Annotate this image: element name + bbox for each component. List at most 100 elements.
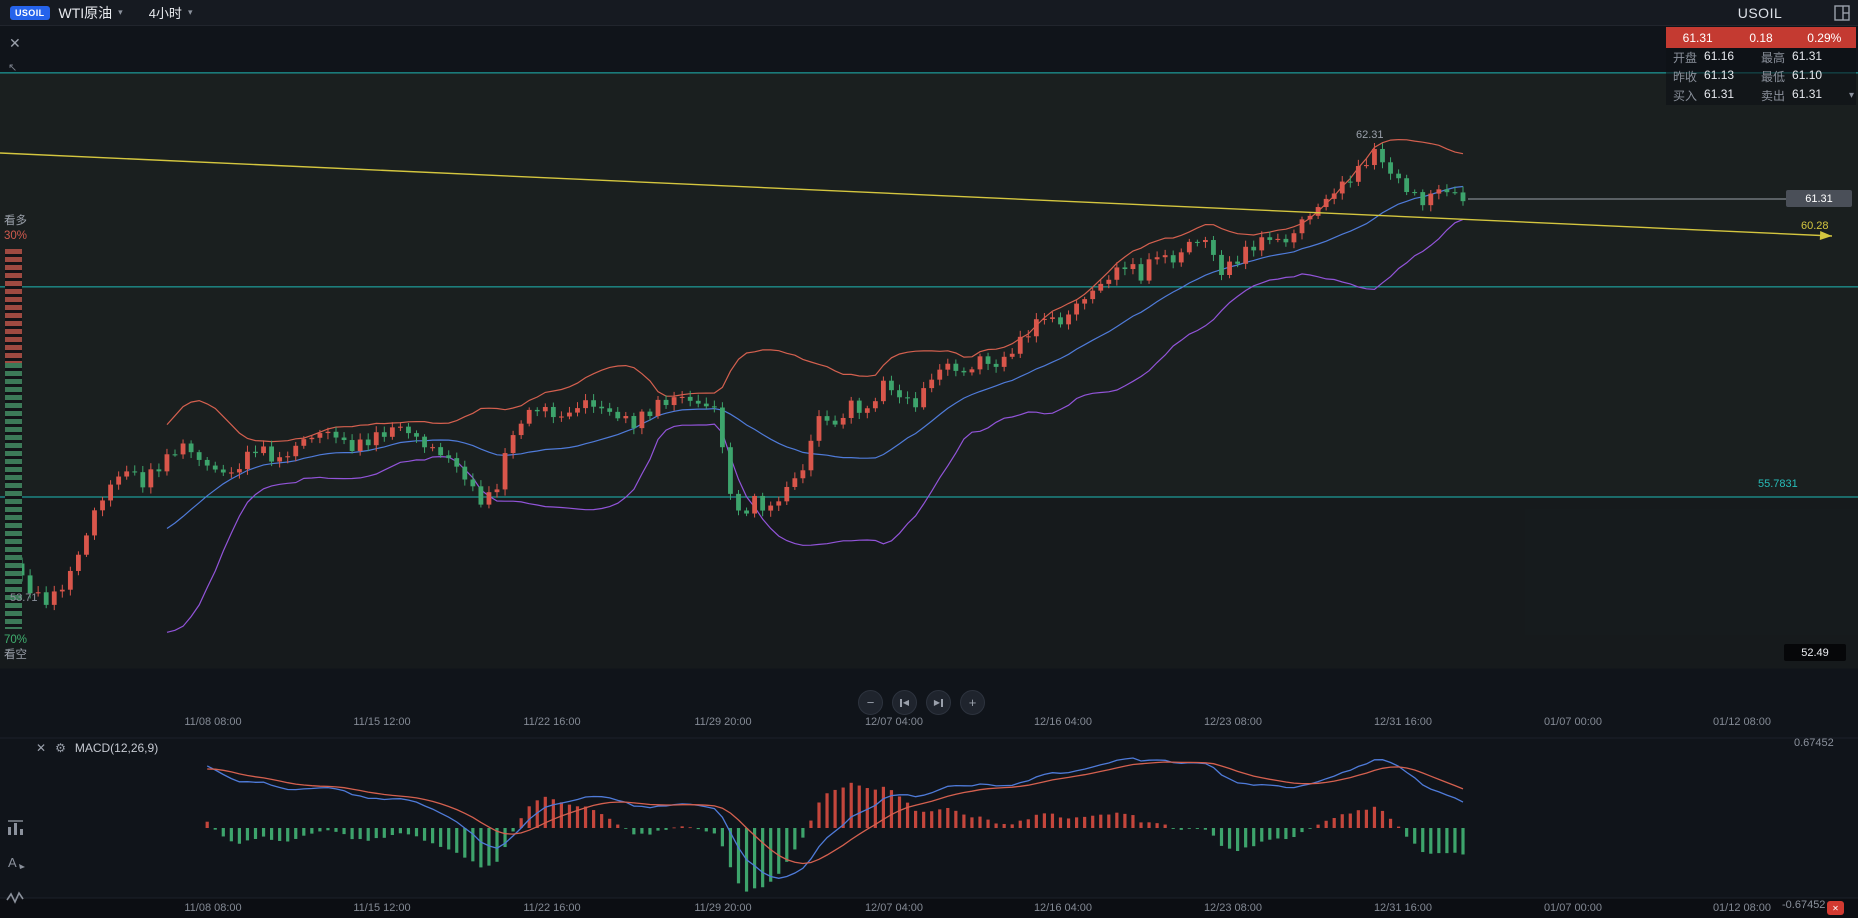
timeframe-selector[interactable]: 4小时 ▾ [149,3,193,22]
support-level-label: 55.7831 [1758,478,1798,490]
left-low-price-label: 53.71 [10,592,38,604]
symbol-selector[interactable]: WTI原油 ▾ [59,3,123,23]
annotation-tool-icon[interactable]: A [6,853,26,873]
macd-title: MACD(12,26,9) [74,741,159,755]
range-low-tag: 52.49 [1784,644,1846,661]
go-to-end-button[interactable]: ▶ [926,690,951,715]
low-value: 61.10 [1792,68,1823,82]
swing-high-label: 62.31 [1356,129,1384,141]
minus-icon: − [866,695,875,710]
prev-close-label: 昨收 [1673,70,1698,84]
prev-icon: ◀ [902,697,910,707]
ask-value: 61.31 [1792,87,1823,101]
chevron-down-icon: ▾ [187,7,193,17]
candlestick-series [11,142,1466,611]
time-label: 11/22 16:00 [523,902,581,914]
time-label: 01/12 08:00 [1712,902,1772,914]
zoom-in-button[interactable]: + [960,690,985,715]
trendline-value-label: 60.28 [1801,220,1829,232]
zone-band [0,497,1858,669]
go-to-start-button[interactable]: ◀ [892,690,917,715]
zone-band [0,72,1858,497]
time-label: 11/15 12:00 [353,716,411,728]
quote-row: 开盘 61.16 最高 61.31 [1666,48,1856,67]
time-label: 12/16 04:00 [1033,902,1093,914]
high-label: 最高 [1761,51,1786,65]
macd-scale-max: 0.67452 [1794,737,1834,749]
sentiment-gauge: 看多 30% 70% 看空 [4,214,38,663]
layout-grid-icon[interactable] [1834,5,1850,21]
macd-dif-line [206,757,1464,879]
chevron-down-icon: ▾ [118,7,123,17]
bull-label: 看多 [4,215,27,227]
macd-time-axis: 11/08 08:00 11/15 12:00 11/22 16:00 11/29 2… [0,902,1858,918]
quote-panel: 61.31 0.18 0.29% 开盘 61.16 最高 61.31 昨收 61.13… [1666,27,1856,105]
time-label: 12/07 04:00 [864,716,924,728]
bar-glyph [899,698,902,707]
time-label: 11/08 08:00 [184,902,242,914]
timeframe-label: 4小时 [148,6,182,21]
time-label: 11/08 08:00 [184,716,242,728]
remove-macd-button[interactable]: ✕ [36,741,47,755]
time-label: 11/29 20:00 [694,902,752,914]
chart-nav-controls: − ◀ ▶ + [858,690,985,715]
cursor-anchor-icon: ↖ [8,62,18,74]
bear-percent: 70% [4,634,28,646]
time-label: 12/23 08:00 [1203,716,1263,728]
quote-price-band: 61.31 0.18 0.29% [1666,27,1856,48]
time-label: 12/16 04:00 [1033,716,1093,728]
macd-histogram [205,782,1465,892]
time-label: 12/23 08:00 [1203,902,1263,914]
high-value: 61.31 [1792,49,1823,63]
bid-label: 买入 [1673,89,1698,103]
left-toolbar: A [6,818,26,908]
macd-settings-gear-icon[interactable]: ⚙ [55,741,66,755]
zoom-out-button[interactable]: − [858,690,883,715]
boll-lower-line [166,218,1464,633]
bull-percent: 30% [4,230,28,242]
plus-icon: + [968,695,977,710]
time-label: 01/12 08:00 [1712,716,1772,728]
main-time-axis: 11/08 08:00 11/15 12:00 11/22 16:00 11/29 2… [0,716,1858,732]
time-label: 11/15 12:00 [353,902,411,914]
time-label: 12/31 16:00 [1373,902,1433,914]
macd-header: ✕ ⚙ MACD(12,26,9) [36,741,158,755]
top-bar: USOIL WTI原油 ▾ 4小时 ▾ USOIL [0,0,1858,26]
time-label: 12/31 16:00 [1373,716,1433,728]
bar-glyph [941,698,944,707]
time-label: 01/07 00:00 [1543,716,1603,728]
prev-close-value: 61.13 [1704,68,1735,82]
ask-label: 卖出 [1761,89,1786,103]
open-label: 开盘 [1673,51,1698,65]
quote-row: 买入 61.31 卖出 61.31 ▾ [1666,86,1856,105]
bear-bar-segment [5,363,22,629]
macd-scale-min: -0.67452 [1782,899,1826,911]
symbol-badge: USOIL [10,5,50,20]
quote-panel-title: USOIL [1737,5,1783,21]
bid-value: 61.31 [1704,87,1735,101]
remove-drawing-button[interactable]: ✕ [9,35,21,51]
next-icon: ▶ [933,697,941,707]
time-label: 11/22 16:00 [523,716,581,728]
collapse-quote-button[interactable]: ▾ [1848,90,1854,101]
last-price: 61.31 [1682,30,1713,45]
svg-text:A: A [8,855,17,870]
symbol-name: WTI原油 [58,4,113,21]
time-label: 01/07 00:00 [1543,902,1603,914]
price-change-pct: 0.29% [1807,30,1842,45]
open-value: 61.16 [1704,49,1735,63]
trendline-arrowhead [1819,230,1832,240]
bull-bar-segment [5,249,22,363]
time-label: 11/29 20:00 [694,716,752,728]
trendline [0,152,1833,237]
notification-badge[interactable]: ✕ [1827,901,1844,915]
price-change: 0.18 [1749,30,1773,45]
quote-row: 昨收 61.13 最低 61.10 [1666,67,1856,86]
bear-label: 看空 [4,649,27,661]
sentiment-bar [5,249,22,629]
time-label: 12/07 04:00 [864,902,924,914]
wave-tool-icon[interactable] [6,888,26,908]
indicator-chart-icon[interactable] [6,818,26,838]
